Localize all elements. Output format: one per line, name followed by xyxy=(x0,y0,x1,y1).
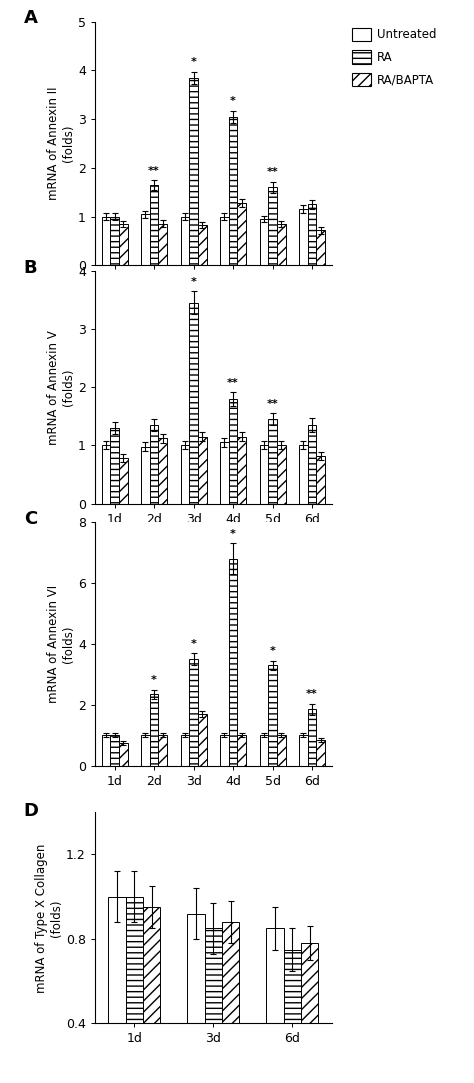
Bar xyxy=(150,694,158,766)
Text: D: D xyxy=(24,801,39,820)
Legend: Untreated, RA, RA/BAPTA: Untreated, RA, RA/BAPTA xyxy=(352,27,436,87)
Bar xyxy=(198,714,207,766)
Text: C: C xyxy=(24,510,37,527)
Bar xyxy=(143,908,160,1083)
Bar xyxy=(222,922,239,1083)
Text: **: ** xyxy=(267,167,278,178)
Bar xyxy=(205,928,222,1083)
Bar xyxy=(189,78,198,265)
Bar xyxy=(189,303,198,504)
Bar xyxy=(308,709,316,766)
Bar xyxy=(228,559,237,766)
Text: B: B xyxy=(24,259,37,277)
Bar xyxy=(150,425,158,504)
Text: *: * xyxy=(230,529,236,539)
Bar xyxy=(141,214,150,265)
Bar xyxy=(110,217,119,265)
Bar xyxy=(228,117,237,265)
Y-axis label: mRNA of Annexin VI
(folds): mRNA of Annexin VI (folds) xyxy=(47,585,75,703)
Y-axis label: mRNA of Annexin V
(folds): mRNA of Annexin V (folds) xyxy=(47,330,75,444)
Bar xyxy=(259,445,268,504)
Bar xyxy=(101,735,110,766)
Bar xyxy=(126,897,143,1083)
Bar xyxy=(158,735,167,766)
Bar xyxy=(119,743,128,766)
Bar xyxy=(299,445,308,504)
Text: *: * xyxy=(151,675,157,686)
Bar xyxy=(237,735,246,766)
Bar xyxy=(268,665,277,766)
Bar xyxy=(141,735,150,766)
Bar xyxy=(316,740,325,766)
Text: *: * xyxy=(191,639,197,649)
Text: *: * xyxy=(230,96,236,106)
Bar xyxy=(198,436,207,504)
Bar xyxy=(158,224,167,265)
Bar xyxy=(119,224,128,265)
Text: *: * xyxy=(191,277,197,287)
Text: **: ** xyxy=(227,378,239,388)
Bar xyxy=(181,217,189,265)
Bar xyxy=(141,446,150,504)
Bar xyxy=(198,225,207,265)
Bar xyxy=(299,209,308,265)
Bar xyxy=(316,456,325,504)
Bar xyxy=(299,735,308,766)
Bar xyxy=(316,231,325,265)
Bar xyxy=(308,205,316,265)
Text: **: ** xyxy=(267,400,278,409)
Bar xyxy=(181,735,189,766)
Bar xyxy=(283,950,301,1083)
Bar xyxy=(237,203,246,265)
Bar xyxy=(277,735,285,766)
Bar xyxy=(220,735,228,766)
Text: *: * xyxy=(270,647,275,656)
Text: **: ** xyxy=(148,166,160,175)
Bar xyxy=(110,735,119,766)
Bar xyxy=(158,439,167,504)
Bar xyxy=(308,425,316,504)
Bar xyxy=(259,735,268,766)
Bar xyxy=(268,419,277,504)
Text: A: A xyxy=(24,10,37,27)
Bar xyxy=(110,428,119,504)
Text: *: * xyxy=(191,57,197,67)
Bar xyxy=(259,219,268,265)
Bar xyxy=(119,458,128,504)
Bar xyxy=(268,187,277,265)
Bar xyxy=(101,217,110,265)
Bar xyxy=(237,436,246,504)
Bar xyxy=(277,224,285,265)
Text: **: ** xyxy=(306,690,318,700)
Bar xyxy=(181,445,189,504)
Bar xyxy=(108,897,126,1083)
Bar xyxy=(189,660,198,766)
Bar xyxy=(266,928,283,1083)
Y-axis label: mRNA of Type X Collagen
(folds): mRNA of Type X Collagen (folds) xyxy=(35,844,63,992)
Bar xyxy=(187,914,205,1083)
Bar xyxy=(101,445,110,504)
Bar xyxy=(220,443,228,504)
Bar xyxy=(220,217,228,265)
Bar xyxy=(301,943,319,1083)
Y-axis label: mRNA of Annexin II
(folds): mRNA of Annexin II (folds) xyxy=(47,87,75,200)
Bar xyxy=(228,399,237,504)
Bar xyxy=(277,445,285,504)
Bar xyxy=(150,185,158,265)
